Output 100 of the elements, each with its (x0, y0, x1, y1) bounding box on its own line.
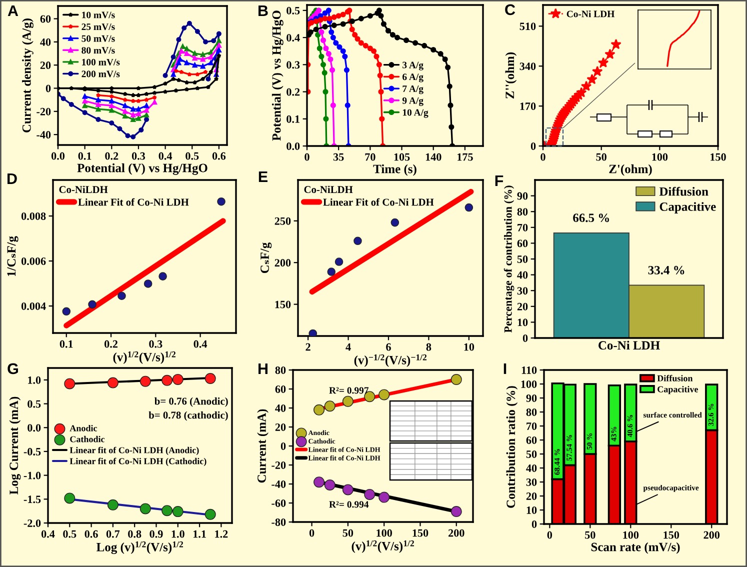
y-tick-label: 40 (275, 404, 286, 412)
y-tick-label: 90 (517, 192, 528, 200)
y-tick-label: 80 (526, 408, 537, 416)
y-tick-label: 0.5 (286, 6, 300, 14)
y-tick-label: 60 (40, 15, 51, 23)
x-tick-label: 4 (346, 343, 351, 351)
legend-label: Co-Ni LDH (566, 10, 615, 18)
y-axis-title: CₛF/g (260, 242, 272, 274)
x-tick-label: 0 (540, 153, 546, 161)
y-tick-label: 200 (274, 259, 291, 267)
legend-title: Co-NiLDH (59, 186, 108, 194)
annotation: R²= 0.997 (329, 387, 369, 394)
x-tick-label: 10 (464, 343, 474, 351)
y-axis-title: Potential (V) vs Hg/HgO (272, 10, 284, 141)
y-tick-label: 0 (280, 442, 286, 450)
y-tick-label: 40 (526, 464, 537, 472)
legend-label: Linear Fit of Co-Ni LDH (78, 198, 189, 206)
x-axis-title: (v)$^{−1/2}$(V/s)$^{−1/2}$ (354, 354, 427, 367)
data-label: 66.5 % (573, 214, 609, 222)
x-axis-title: Scan rate (mV/s) (591, 542, 680, 554)
y-tick-label: 170 (520, 102, 536, 110)
x-tick-label: 0.4 (194, 340, 208, 348)
y-tick-label: 340 (520, 62, 536, 70)
chart-title: G (8, 363, 18, 374)
x-tick-label: 35 (333, 153, 344, 161)
x-axis-title: Log (v)$^{1/2}$(V/s)$^{1/2}$ (96, 541, 184, 554)
y-tick-label: 0.0 (286, 142, 300, 150)
x-tick-label: 0.6 (84, 530, 98, 538)
y-tick-label: 0.0 (28, 424, 41, 432)
y-tick-label: 20 (517, 302, 528, 310)
y-tick-label: 80 (275, 366, 286, 374)
x-tick-label: 0.6 (212, 152, 226, 160)
y-tick-label: -80 (272, 518, 286, 526)
y-tick-label: 60 (526, 436, 537, 444)
x-tick-label: 50 (585, 531, 596, 539)
x-tick-label: 0.7 (106, 530, 120, 538)
x-tick-label: 100 (376, 529, 392, 537)
legend-label: 7 A/g (402, 86, 424, 94)
x-tick-label: 6 (386, 343, 391, 351)
y-tick-label: 50 (526, 450, 537, 458)
y-axis-title: Current density (A/g) (22, 18, 34, 132)
y-tick-label: 1.0 (28, 376, 41, 384)
annotation: R²= 0.994 (329, 501, 369, 508)
x-tick-label: 1.2 (215, 530, 228, 538)
chart-title: B (258, 5, 268, 16)
chart-title: C (505, 4, 516, 16)
y-tick-label: -1.5 (24, 496, 41, 504)
y-tick-label: 0 (522, 334, 528, 342)
y-tick-label: -2.0 (24, 519, 41, 528)
x-tick-label: 150 (664, 531, 680, 539)
x-tick-label: 0 (304, 153, 310, 161)
y-tick-label: 20 (275, 423, 286, 431)
x-axis-title: Time (s) (373, 164, 416, 176)
y-tick-label: 10 (526, 506, 537, 514)
legend-label: Cathodic (70, 436, 105, 442)
x-tick-label: 200 (448, 529, 464, 537)
x-tick-label: 50 (596, 153, 606, 161)
y-tick-label: 0.3 (286, 61, 300, 69)
y-tick-label: 80 (517, 208, 528, 216)
legend-label: 6 A/g (402, 74, 424, 82)
x-tick-label: 0.4 (158, 152, 172, 160)
legend-label: Anodic (70, 424, 98, 432)
x-tick-label: 150 (710, 153, 726, 161)
legend-label: Capacitive (658, 386, 698, 394)
x-tick-label: 1.0 (172, 530, 184, 538)
y-tick-label: 20 (40, 62, 51, 70)
y-tick-label: 70 (518, 224, 528, 232)
data-label: 33.4 % (648, 266, 684, 274)
x-axis-title: Potential (V) vs Hg/HgO (77, 163, 208, 175)
x-tick-label: 0.5 (186, 152, 199, 160)
x-tick-label: 0 (547, 531, 552, 539)
x-axis-title: (v)$^{1/2}$(V/s)$^{1/2}$ (352, 540, 414, 553)
y-axis-title: Current (mA) (257, 409, 268, 483)
y-axis-title: Percentage of contribution (%) (504, 186, 514, 333)
y-axis-title: 1/CₛF/g (7, 236, 18, 276)
x-tick-label: 100 (652, 153, 668, 161)
y-axis-title: Contribution ratio (%) (506, 386, 518, 508)
legend-label: 50 mV/s (82, 35, 115, 42)
legend-label: 10 mV/s (82, 12, 115, 18)
y-tick-label: -0.5 (24, 448, 41, 456)
legend-title: Co-NiLDH (304, 186, 353, 194)
x-tick-label: 0.1 (78, 152, 92, 160)
y-tick-label: 0.2 (286, 88, 300, 96)
y-tick-label: 110 (522, 366, 537, 374)
chart-title: I (504, 363, 506, 374)
legend-label: 80 mV/s (82, 47, 115, 54)
legend-label: Capacitive (660, 202, 716, 214)
y-tick-label: 0 (532, 520, 537, 528)
legend-label: 10 A/g (402, 109, 428, 118)
y-tick-label: 30 (517, 287, 528, 295)
chart-title: A (8, 5, 18, 16)
x-tick-label: 2 (306, 343, 310, 351)
chart-title: H (258, 363, 268, 374)
legend-label: 200 mV/s (82, 70, 120, 78)
y-tick-label: 20 (526, 492, 537, 500)
y-tick-label: 510 (520, 22, 536, 30)
x-axis-title: Z'(ohm) (609, 164, 652, 176)
x-tick-label: 100 (623, 531, 639, 539)
legend-label: 9 A/g (402, 97, 424, 106)
y-tick-label: 40 (517, 271, 528, 279)
